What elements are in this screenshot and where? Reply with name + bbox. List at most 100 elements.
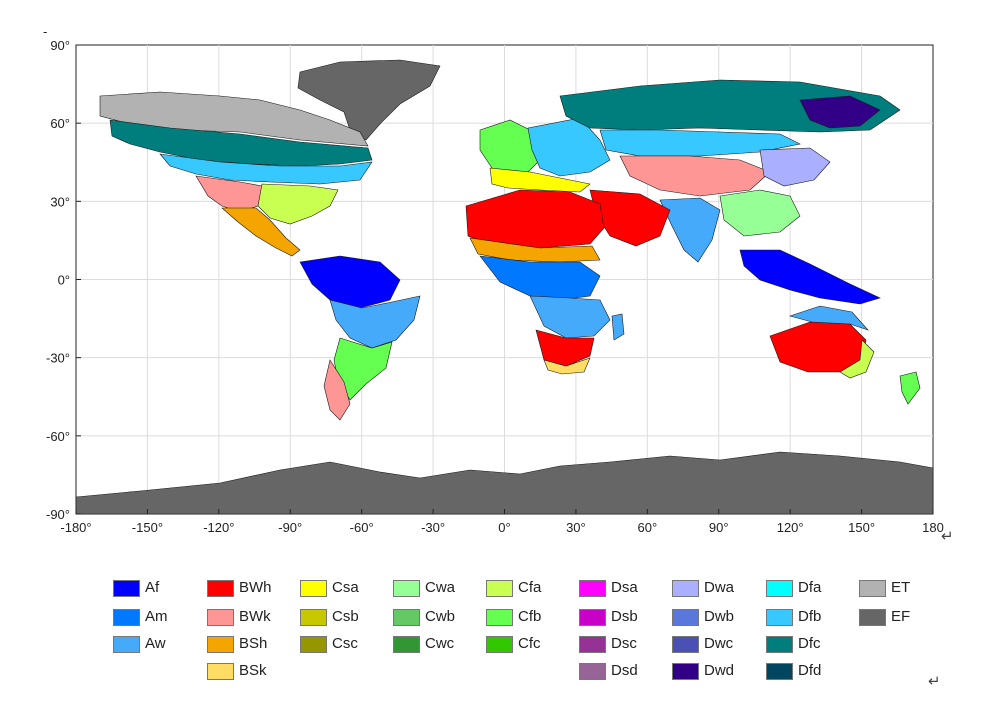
legend-label-dfb: Dfb: [798, 608, 822, 625]
x-tick-label: -150°: [132, 520, 163, 535]
legend-label-bsh: BSh: [239, 635, 268, 652]
y-tick-label: 30°: [50, 194, 70, 209]
india-region: [659, 197, 721, 263]
x-tick-label: 90°: [709, 520, 729, 535]
legend-label-csc: Csc: [332, 635, 358, 652]
east-africa-savanna: [529, 295, 611, 339]
x-tick-label: 180: [922, 520, 944, 535]
legend-swatch-csc: [300, 636, 327, 653]
patagonia-arid: [323, 359, 351, 421]
legend-swatch-cfc: [486, 636, 513, 653]
legend-label-et: ET: [891, 579, 911, 596]
australia-east-coast: [839, 339, 875, 379]
return-mark-1: ↵: [941, 527, 954, 545]
legend-label-dfd: Dfd: [798, 662, 822, 679]
central-asia-continental: [599, 129, 801, 157]
legend-swatch-dsd: [579, 663, 606, 680]
legend-swatch-bwk: [207, 609, 234, 626]
legend-swatch-dwc: [672, 636, 699, 653]
legend-swatch-am: [113, 609, 140, 626]
legend-label-af: Af: [145, 579, 160, 596]
legend-swatch-ef: [859, 609, 886, 626]
landmasses: [75, 59, 934, 515]
legend-swatch-dsc: [579, 636, 606, 653]
legend-label-csb: Csb: [332, 608, 359, 625]
x-tick-label: 30°: [566, 520, 586, 535]
legend-label-cwa: Cwa: [425, 579, 456, 596]
legend-swatch-cwb: [393, 609, 420, 626]
x-tick-label: -180°: [60, 520, 91, 535]
y-tick-label: 60°: [50, 116, 70, 131]
x-tick-label: 60°: [637, 520, 657, 535]
legend-label-dfa: Dfa: [798, 579, 822, 596]
north-america-humid-continental: [159, 153, 373, 185]
legend-swatch-aw: [113, 636, 140, 653]
south-africa-temperate: [543, 357, 591, 375]
south-america-rainforest: [299, 255, 401, 309]
y-tick-label: 0°: [58, 273, 70, 288]
south-america-south: [333, 337, 393, 401]
legend-swatch-cfb: [486, 609, 513, 626]
x-axis-ticks: -180° -150° -120° -90° -60° -30° 0° 30° 60° 90° 12…: [60, 509, 944, 535]
legend-swatch-cwc: [393, 636, 420, 653]
legend-label-dsa: Dsa: [611, 579, 638, 596]
legend-label-cwb: Cwb: [425, 608, 456, 625]
legend-swatch-dsa: [579, 580, 606, 597]
return-mark-2: ↵: [928, 672, 941, 690]
central-asia-arid: [619, 155, 771, 197]
legend-label-dsb: Dsb: [611, 608, 638, 625]
x-tick-label: 150°: [848, 520, 875, 535]
y-tick-label: -60°: [46, 429, 70, 444]
legend-swatch-dwd: [672, 663, 699, 680]
legend-label-ef: EF: [891, 608, 911, 625]
legend-swatch-cwa: [393, 580, 420, 597]
legend-label-dsd: Dsd: [611, 662, 638, 679]
y-tick-label: -30°: [46, 351, 70, 366]
legend-swatch-dsb: [579, 609, 606, 626]
legend-label-cwc: Cwc: [425, 635, 455, 652]
greenland-ice: [297, 59, 441, 141]
china-monsoon: [759, 147, 831, 187]
south-america-savanna: [329, 295, 421, 349]
antarctica-region: [75, 451, 934, 515]
x-tick-label: 120°: [777, 520, 804, 535]
east-siberia-dwd: [799, 95, 881, 129]
world-climate-map: -180° -150° -120° -90° -60° -30° 0° 30° 60° 90° 12…: [46, 38, 944, 535]
legend-swatch-dfb: [766, 609, 793, 626]
legend-label-am: Am: [145, 608, 168, 625]
legend-swatch-dfd: [766, 663, 793, 680]
legend-swatch-csa: [300, 580, 327, 597]
legend-swatch-dwb: [672, 609, 699, 626]
sahel-steppe: [469, 237, 601, 263]
legend-swatch-af: [113, 580, 140, 597]
y-tick-label: 90°: [50, 38, 70, 53]
legend-label-dwd: Dwd: [704, 662, 735, 679]
mediterranean-region: [489, 167, 591, 193]
legend-swatch-dwa: [672, 580, 699, 597]
cursor-mark: -: [43, 25, 48, 39]
legend-swatch-bsh: [207, 636, 234, 653]
x-tick-label: -60°: [350, 520, 374, 535]
y-axis-ticks: 90° 60° 30° 0° -30° -60° -90°: [46, 38, 81, 522]
legend-swatch-dfc: [766, 636, 793, 653]
x-tick-label: 0°: [498, 520, 510, 535]
legend-label-dwa: Dwa: [704, 579, 735, 596]
x-tick-label: -30°: [421, 520, 445, 535]
x-tick-label: -90°: [278, 520, 302, 535]
y-tick-label: -90°: [46, 507, 70, 522]
north-america-east-humid: [257, 183, 339, 225]
legend-label-bwh: BWh: [239, 579, 272, 596]
south-china-humid: [719, 189, 801, 237]
x-tick-label: -120°: [203, 520, 234, 535]
legend-swatch-csb: [300, 609, 327, 626]
legend-label-aw: Aw: [145, 635, 166, 652]
legend-label-bsk: BSk: [239, 662, 267, 679]
legend-label-cfb: Cfb: [518, 608, 542, 625]
north-america-subarctic: [109, 119, 373, 167]
legend-label-dwc: Dwc: [704, 635, 734, 652]
australia-north-savanna: [788, 305, 869, 331]
legend-label-bwk: BWk: [239, 608, 271, 625]
legend-swatch-dfa: [766, 580, 793, 597]
legend-swatch-bwh: [207, 580, 234, 597]
new-zealand: [899, 371, 921, 405]
